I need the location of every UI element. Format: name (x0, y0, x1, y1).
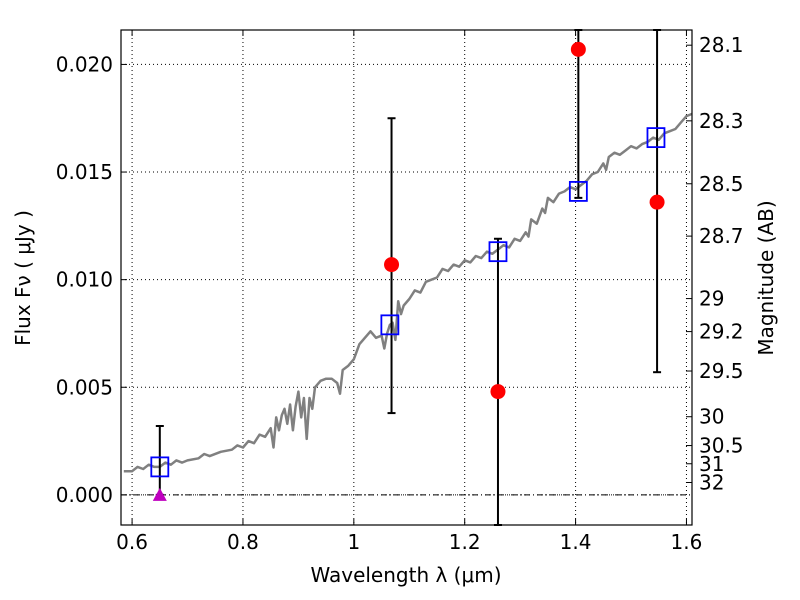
axis-ticks (121, 30, 692, 525)
magnitude-tick-label: 29.5 (699, 359, 744, 383)
magnitude-tick-label: 30 (699, 405, 724, 429)
upper-limit-triangle (152, 487, 167, 501)
y-tick-label: 0.005 (56, 375, 113, 399)
magnitude-tick-label: 28.7 (699, 224, 744, 248)
x-tick-label: 0.8 (227, 530, 259, 554)
magnitude-axis-label: Magnitude (AB) (754, 200, 778, 355)
x-tick-label: 0.6 (116, 530, 148, 554)
grid-lines (121, 30, 692, 525)
observed-flux-point (384, 257, 400, 273)
x-tick-label: 1.4 (560, 530, 592, 554)
tick-labels: 0.6 0.8 1 1.2 1.4 1.6 0.000 0.005 0.010 0.015 0.02… (56, 33, 744, 554)
model-flux-square (150, 456, 170, 478)
y-tick-label: 0.010 (56, 268, 113, 292)
magnitude-tick-label: 28.5 (699, 172, 744, 196)
x-tick-label: 1.2 (449, 530, 481, 554)
observed-flux-point (570, 41, 586, 57)
y-axis-label: Flux Fν ( μJy ) (11, 210, 35, 346)
magnitude-tick-label: 29.2 (699, 320, 744, 344)
magnitude-tick-label: 29 (699, 287, 724, 311)
data-markers (150, 41, 666, 501)
y-tick-label: 0.015 (56, 160, 113, 184)
magnitude-tick-label: 28.3 (699, 109, 744, 133)
model-flux-square (380, 314, 400, 336)
y-tick-label: 0.000 (56, 483, 113, 507)
model-spectrum-line (123, 112, 693, 473)
model-flux-square (488, 241, 508, 263)
magnitude-tick-label: 31 (699, 452, 724, 476)
model-flux-square (646, 127, 666, 149)
x-tick-label: 1 (347, 530, 360, 554)
x-tick-label: 1.6 (671, 530, 703, 554)
observed-flux-point (490, 384, 506, 400)
observed-flux-point (649, 194, 665, 210)
x-axis-label: Wavelength λ (μm) (310, 563, 501, 587)
model-flux-square (568, 181, 588, 202)
plot-frame (120, 29, 693, 526)
magnitude-tick-label: 28.1 (699, 33, 744, 57)
y-tick-label: 0.020 (56, 52, 113, 76)
magnitude-tick-label: 32 (699, 470, 724, 494)
magnitude-tick-label: 30.5 (699, 434, 744, 458)
